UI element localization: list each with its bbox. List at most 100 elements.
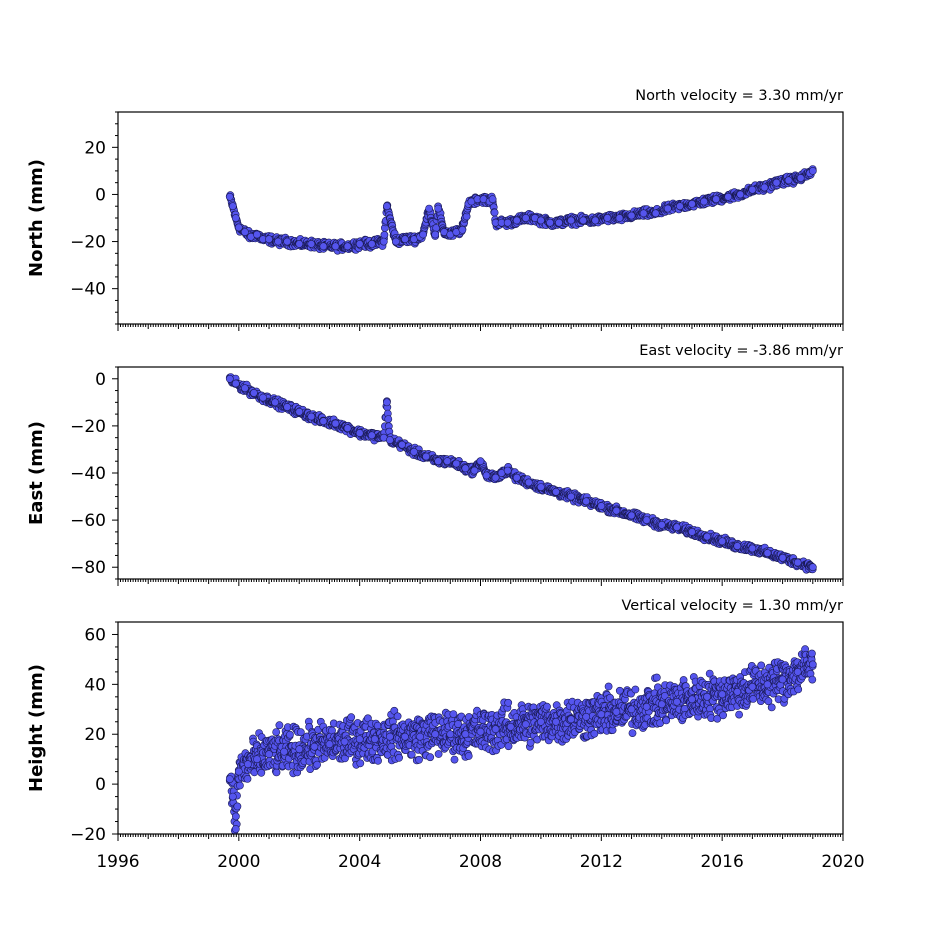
north-point [521, 214, 530, 222]
height-panel: Vertical velocity = 1.30 mm/yr Height (m… [26, 598, 865, 872]
north-point [225, 192, 234, 201]
height-point [313, 760, 321, 769]
north-point [274, 237, 282, 246]
north-point [651, 209, 660, 218]
north-point [512, 216, 521, 225]
north-point [391, 237, 400, 246]
north-point [283, 237, 292, 246]
x-tick-label: 2008 [459, 852, 502, 872]
north-point [567, 216, 575, 225]
east-point [733, 542, 742, 550]
north-velocity-title: North velocity = 3.30 mm/yr [635, 88, 843, 104]
east-point [225, 374, 234, 383]
east-point [482, 471, 491, 480]
north-point [579, 216, 588, 225]
height-point [735, 710, 743, 719]
north-point [546, 218, 554, 227]
east-point [382, 398, 391, 407]
north-point [676, 202, 684, 211]
north-point [772, 178, 781, 187]
north-ylabel: North (mm) [26, 159, 47, 277]
north-point [748, 185, 757, 194]
north-point [295, 239, 304, 248]
height-ylabel: Height (mm) [26, 664, 47, 792]
north-point [537, 216, 545, 225]
north-point [458, 225, 467, 234]
north-point [503, 218, 512, 227]
east-point [537, 483, 545, 491]
north-point [380, 230, 389, 239]
north-point [724, 192, 733, 201]
north-frame [117, 111, 844, 325]
height-point [604, 682, 613, 691]
east-point [434, 457, 443, 466]
north-point [401, 235, 409, 244]
north-point [784, 176, 793, 185]
east-point [410, 447, 418, 456]
east-point [552, 487, 560, 496]
east-point [295, 407, 304, 416]
north-point [434, 204, 443, 213]
north-point [627, 211, 636, 220]
east-point [283, 403, 292, 411]
east-point [331, 419, 340, 428]
north-point [228, 202, 237, 211]
east-point [808, 563, 817, 572]
north-point [488, 195, 497, 204]
height-point [393, 712, 402, 721]
north-point [688, 199, 696, 208]
east-point [385, 436, 394, 444]
x-tick-label: 1996 [96, 852, 139, 872]
vertical-velocity-title: Vertical velocity = 1.30 mm/yr [622, 598, 844, 614]
x-tick-label: 2016 [701, 852, 744, 872]
x-tick-label: 2012 [580, 852, 623, 872]
north-point [265, 235, 273, 244]
height-point [374, 756, 382, 765]
height-point [450, 755, 459, 764]
height-point [347, 713, 356, 722]
east-ticks: 0 −20 −40 −60 −80 [70, 366, 844, 586]
east-point [461, 464, 470, 473]
north-point [760, 183, 769, 192]
east-point [491, 473, 500, 482]
north-point [419, 230, 427, 239]
north-point [431, 230, 440, 239]
east-point [582, 497, 591, 506]
height-point [272, 728, 281, 736]
height-point [231, 812, 240, 821]
north-point [700, 197, 708, 206]
east-ytick-label: −80 [70, 558, 106, 578]
height-point [275, 721, 284, 730]
east-point [476, 457, 485, 466]
east-point [703, 532, 711, 541]
north-ticks: 20 0 −20 −40 [70, 111, 844, 331]
x-tick-label: 2004 [338, 852, 381, 872]
height-point [285, 730, 294, 739]
east-point [443, 457, 452, 466]
north-point [808, 166, 817, 175]
east-point [748, 544, 757, 553]
height-ytick-label: 40 [84, 675, 106, 695]
height-point [504, 698, 513, 707]
east-velocity-title: East velocity = -3.86 mm/yr [639, 343, 843, 359]
east-point [503, 466, 512, 475]
north-point [231, 214, 240, 222]
east-point [231, 379, 240, 388]
height-point [449, 710, 458, 718]
east-point [567, 492, 575, 501]
height-point [395, 753, 403, 762]
east-point [627, 511, 636, 520]
height-point [373, 721, 382, 730]
north-point [379, 237, 388, 246]
north-point [253, 230, 261, 239]
height-point [719, 711, 727, 720]
east-point [763, 549, 772, 557]
north-point [240, 228, 249, 236]
height-point [767, 703, 776, 712]
north-ytick-label: −20 [70, 233, 106, 253]
north-point [307, 239, 316, 248]
east-point [384, 415, 393, 423]
east-point [688, 528, 696, 536]
north-point [736, 190, 745, 199]
east-point [524, 478, 533, 487]
